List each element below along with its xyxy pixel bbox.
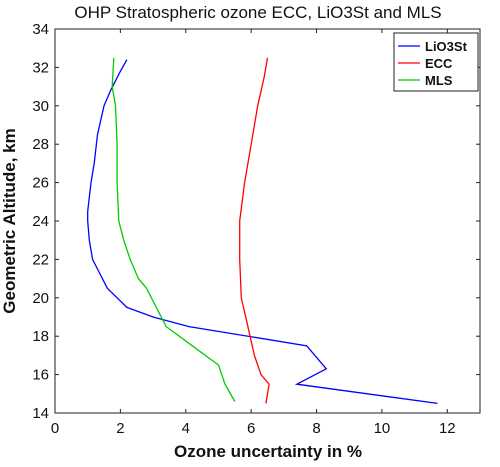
x-tick-label: 6: [247, 420, 255, 437]
series-layer: [87, 57, 438, 405]
y-tick-label: 28: [32, 136, 49, 153]
y-tick-label: 32: [32, 59, 49, 76]
x-tick-label: 10: [374, 420, 391, 437]
legend-label-mls: MLS: [425, 73, 453, 88]
series-line-ecc: [239, 57, 270, 404]
y-tick-label: 26: [32, 175, 49, 192]
legend-box: [393, 32, 479, 92]
series-line-lio3st: [87, 59, 438, 405]
series-line-mls: [111, 57, 236, 402]
plot-area: [55, 29, 480, 413]
legend-label-lio3st: LiO3St: [425, 39, 468, 54]
legend-label-ecc: ECC: [425, 56, 453, 71]
y-tick-label: 14: [32, 405, 49, 422]
legend: LiO3St ECC MLS: [393, 32, 479, 92]
y-tick-label: 22: [32, 251, 49, 268]
chart-title: OHP Stratospheric ozone ECC, LiO3St and …: [74, 3, 441, 22]
x-axis-label: Ozone uncertainty in %: [174, 442, 362, 461]
y-tick-label: 34: [32, 21, 49, 38]
x-tick-label: 4: [182, 420, 190, 437]
y-tick-label: 30: [32, 98, 49, 115]
y-tick-label: 18: [32, 328, 49, 345]
x-tick-label: 0: [51, 420, 59, 437]
y-tick-label: 20: [32, 290, 49, 307]
y-tick-label: 24: [32, 213, 49, 230]
y-tick-label: 16: [32, 367, 49, 384]
x-tick-label: 2: [116, 420, 124, 437]
x-tick-label: 12: [439, 420, 456, 437]
y-axis-label: Geometric Altitude, km: [0, 128, 19, 313]
x-tick-label: 8: [312, 420, 320, 437]
